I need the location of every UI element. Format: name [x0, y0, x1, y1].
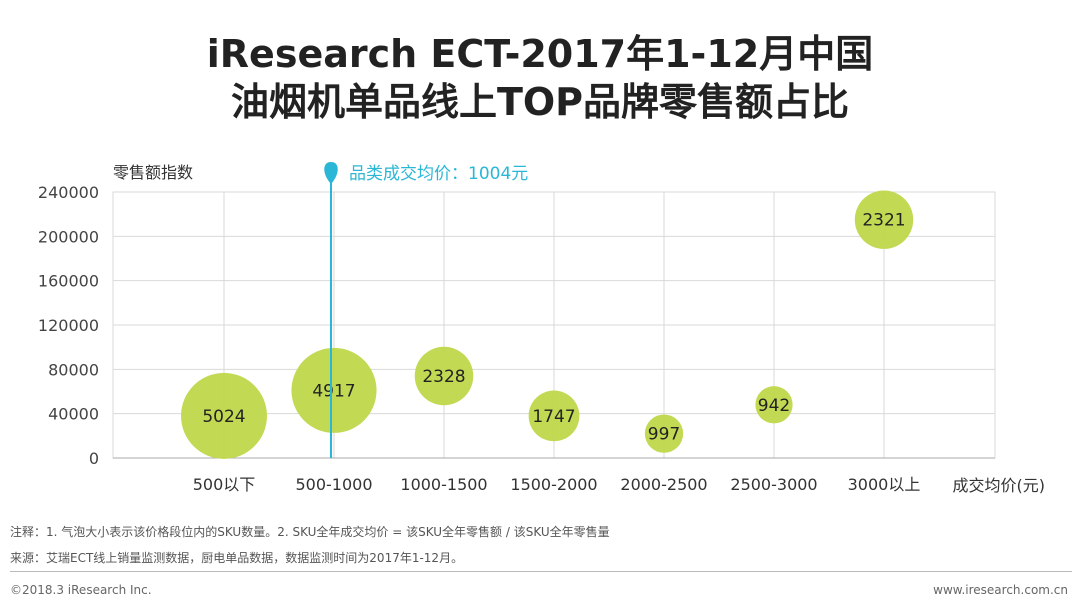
title-line-2: 油烟机单品线上TOP品牌零售额占比 — [230, 80, 850, 124]
bubble-label: 942 — [758, 396, 790, 416]
chart-note: 注释：1. 气泡大小表示该价格段位内的SKU数量。2. SKU全年成交均价 = … — [10, 525, 610, 539]
bubble-label: 5024 — [202, 407, 245, 427]
copyright: ©2018.3 iResearch Inc. — [10, 583, 152, 597]
bubble — [181, 372, 267, 459]
x-tick-label: 3000以上 — [848, 475, 921, 494]
bubble-chart: 0 40000 80000 120000 160000 200000 240000 500以下… — [38, 162, 1046, 495]
bubble-label: 4917 — [312, 381, 355, 401]
bubble-label: 2321 — [862, 211, 905, 231]
x-axis-title: 成交均价(元) — [953, 476, 1046, 495]
bubble-label: 1747 — [532, 407, 575, 427]
y-tick-label: 0 — [89, 449, 99, 468]
x-tick-label: 2000-2500 — [620, 475, 707, 494]
chart-source: 来源：艾瑞ECT线上销量监测数据，厨电单品数据，数据监测时间为2017年1-12… — [10, 551, 464, 565]
y-tick-label: 80000 — [48, 360, 99, 379]
y-tick-label: 40000 — [48, 405, 99, 424]
bubble — [755, 386, 793, 424]
bubble-label: 2328 — [422, 367, 465, 387]
x-tick-label: 1500-2000 — [510, 475, 597, 494]
chart-title: iResearch ECT-2017年1-12月中国 油烟机单品线上TOP品牌零… — [0, 30, 1080, 126]
y-tick-label: 120000 — [38, 316, 99, 335]
average-price-label: 品类成交均价：1004元 — [349, 164, 528, 184]
x-tick-label: 500以下 — [193, 475, 256, 494]
footer-divider — [10, 571, 1072, 572]
bubble — [414, 346, 474, 406]
x-tick-label: 1000-1500 — [400, 475, 487, 494]
y-tick-label: 160000 — [38, 272, 99, 291]
bubble — [528, 390, 580, 442]
y-tick-label: 240000 — [38, 183, 99, 202]
bubble — [291, 347, 377, 433]
website: www.iresearch.com.cn — [933, 583, 1068, 597]
x-tick-label: 2500-3000 — [730, 475, 817, 494]
x-tick-label: 500-1000 — [295, 475, 372, 494]
y-tick-label: 200000 — [38, 227, 99, 246]
title-line-1: iResearch ECT-2017年1-12月中国 — [206, 32, 874, 76]
y-axis-title: 零售额指数 — [113, 163, 193, 182]
bubble-label: 997 — [648, 425, 680, 445]
bubble — [854, 190, 914, 249]
bubble — [644, 414, 684, 453]
location-pin-icon — [324, 162, 338, 184]
